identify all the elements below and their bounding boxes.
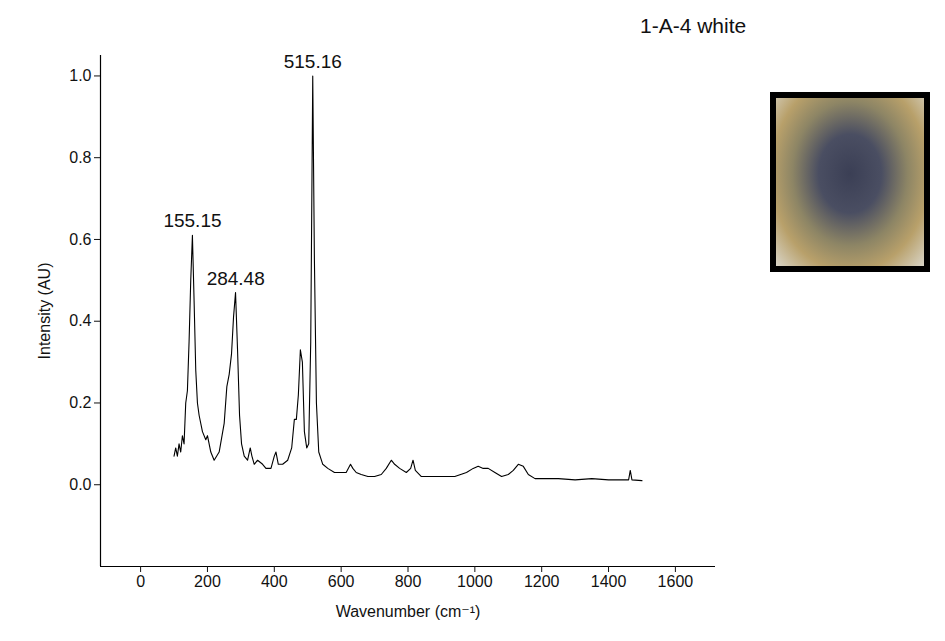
svg-text:284.48: 284.48 xyxy=(207,268,265,289)
svg-text:0.8: 0.8 xyxy=(69,149,91,166)
svg-text:1000: 1000 xyxy=(457,573,493,590)
svg-text:Intensity (AU): Intensity (AU) xyxy=(36,263,53,360)
svg-text:400: 400 xyxy=(261,573,288,590)
svg-text:515.16: 515.16 xyxy=(284,51,342,72)
svg-text:0.0: 0.0 xyxy=(69,476,91,493)
html-text:1-A-4 white: 1-A-4 white xyxy=(640,14,747,37)
svg-text:1200: 1200 xyxy=(524,573,560,590)
svg-text:800: 800 xyxy=(395,573,422,590)
svg-text:200: 200 xyxy=(194,573,221,590)
svg-text:1600: 1600 xyxy=(658,573,694,590)
svg-text:1.0: 1.0 xyxy=(69,67,91,84)
svg-text:0: 0 xyxy=(136,573,145,590)
svg-text:1400: 1400 xyxy=(591,573,627,590)
svg-text:155.15: 155.15 xyxy=(163,210,221,231)
svg-text:Wavenumber (cm⁻¹): Wavenumber (cm⁻¹) xyxy=(336,603,481,620)
svg-text:0.4: 0.4 xyxy=(69,312,91,329)
svg-text:0.2: 0.2 xyxy=(69,394,91,411)
svg-text:600: 600 xyxy=(328,573,355,590)
svg-text:0.6: 0.6 xyxy=(69,231,91,248)
